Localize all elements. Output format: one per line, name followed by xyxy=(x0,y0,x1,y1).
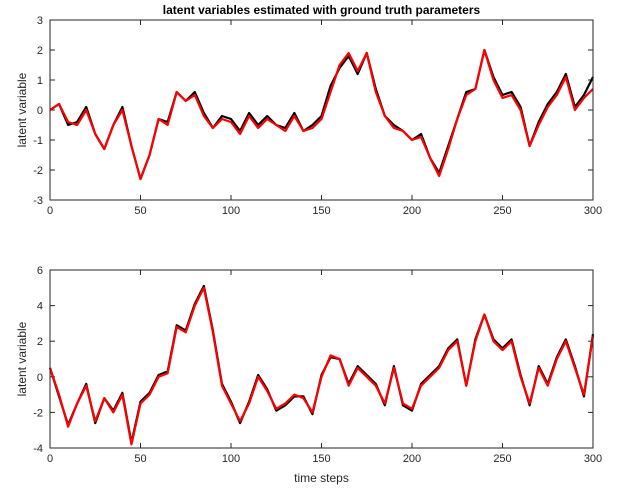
axes-box xyxy=(49,269,594,449)
x-tick-label: 250 xyxy=(493,453,511,465)
plot-area xyxy=(50,20,593,200)
data-line xyxy=(49,48,594,181)
y-tick-label: 0 xyxy=(37,372,43,384)
x-tick-label: 50 xyxy=(134,205,146,217)
plot-area xyxy=(50,270,593,448)
x-tick-label: 250 xyxy=(493,205,511,217)
y-tick-label: 2 xyxy=(37,45,43,57)
y-tick-label: -2 xyxy=(33,407,43,419)
y-tick-label: 3 xyxy=(37,15,43,27)
y-tick-label: -4 xyxy=(33,443,43,455)
data-line xyxy=(48,286,595,446)
x-tick-label: 150 xyxy=(312,205,330,217)
x-tick-label: 50 xyxy=(134,453,146,465)
x-tick-label: 100 xyxy=(222,453,240,465)
axes-box xyxy=(49,19,594,201)
x-axis-label: time steps xyxy=(294,471,349,485)
y-tick-label: 4 xyxy=(37,301,43,313)
x-tick-label: 300 xyxy=(584,205,602,217)
x-tick-label: 0 xyxy=(47,205,53,217)
y-tick-label: 0 xyxy=(37,105,43,117)
y-tick-label: 2 xyxy=(37,336,43,348)
x-tick-label: 200 xyxy=(403,453,421,465)
y-tick-label: -2 xyxy=(33,165,43,177)
y-tick-label: 6 xyxy=(37,265,43,277)
y-axis-label: latent variable xyxy=(15,321,29,396)
y-tick-label: -1 xyxy=(33,135,43,147)
y-tick-label: -3 xyxy=(33,195,43,207)
x-tick-label: 0 xyxy=(47,453,53,465)
x-tick-label: 100 xyxy=(222,205,240,217)
y-tick-label: 1 xyxy=(37,75,43,87)
x-tick-label: 200 xyxy=(403,205,421,217)
x-tick-label: 300 xyxy=(584,453,602,465)
x-tick-label: 150 xyxy=(312,453,330,465)
chart-title: latent variables estimated with ground t… xyxy=(163,3,481,17)
y-axis-label: latent variable xyxy=(15,72,29,147)
